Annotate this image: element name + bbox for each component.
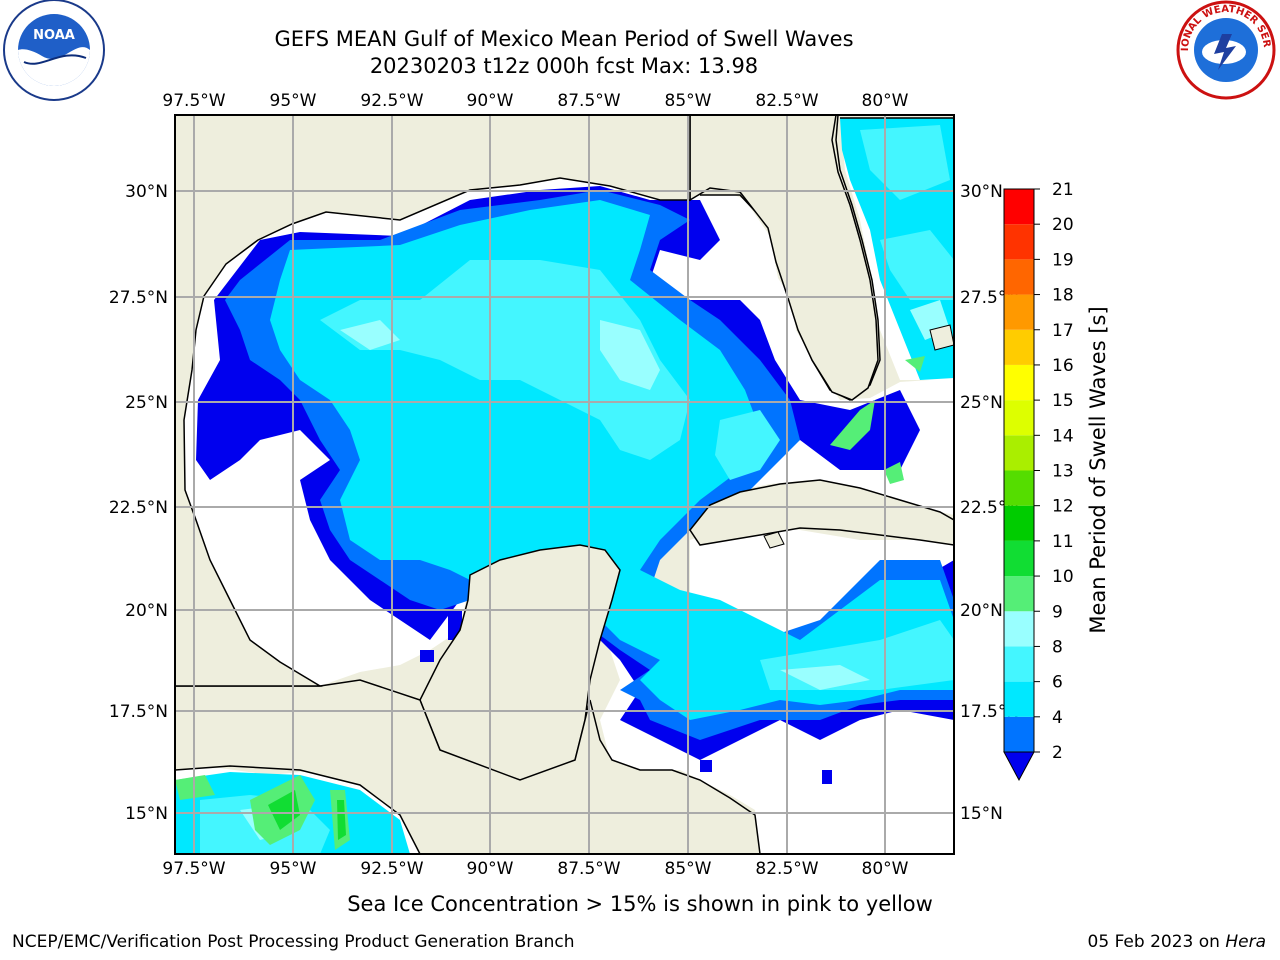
colorbar-segment (1004, 189, 1034, 225)
cuba-land (689, 479, 954, 546)
sea-ice-caption: Sea Ice Concentration > 15% is shown in … (347, 892, 933, 916)
colorbar-segment (1004, 224, 1034, 260)
lat-label: 20°N (125, 601, 168, 621)
lat-label: 22.5°N (109, 498, 168, 518)
footer-host: Hera (1225, 932, 1266, 952)
lat-labels-left: 30°N 27.5°N 25°N 22.5°N 20°N 17.5°N 15°N (109, 182, 168, 824)
colorbar-tick-label: 17 (1052, 321, 1074, 341)
graticule (175, 115, 954, 854)
colorbar-tick-label: 16 (1052, 356, 1074, 376)
colorbar-segment (1004, 611, 1034, 647)
colorbar-tick-label: 12 (1052, 497, 1074, 517)
colorbar-segment (1004, 716, 1034, 752)
lon-label: 87.5°W (557, 91, 620, 111)
colorbar-tick-label: 21 (1052, 180, 1074, 200)
colorbar-tick-label: 19 (1052, 250, 1074, 270)
map-figure: 97.5°W 95°W 92.5°W 90°W 87.5°W 85°W 82.5… (109, 91, 1110, 879)
colorbar-segment (1004, 505, 1034, 541)
colorbar-tick-labels: 2 4 6 8 9 10 11 12 13 14 15 16 17 18 19 20 21 (1034, 180, 1074, 763)
colorbar-segment (1004, 540, 1034, 577)
lon-label: 95°W (270, 859, 317, 879)
colorbar-segment (1004, 681, 1034, 717)
lat-label: 30°N (125, 182, 168, 202)
lat-label: 25°N (125, 393, 168, 413)
isla-de-la-juventud (763, 531, 785, 549)
chart-title: GEFS MEAN Gulf of Mexico Mean Period of … (274, 27, 854, 51)
footer-credit: NCEP/EMC/Verification Post Processing Pr… (12, 932, 575, 952)
lon-label: 97.5°W (162, 859, 225, 879)
map-frame (174, 114, 955, 855)
colorbar-tick-label: 18 (1052, 286, 1074, 306)
colorbar-segment (1004, 576, 1034, 612)
colorbar (1003, 188, 1035, 782)
florida-peninsula (689, 115, 879, 401)
colorbar-tick-label: 15 (1052, 391, 1074, 411)
lat-label: 27.5°N (109, 288, 168, 308)
colorbar-tick-label: 14 (1052, 426, 1074, 446)
lon-label: 82.5°W (755, 91, 818, 111)
lat-label: 25°N (960, 393, 1003, 413)
lon-label: 80°W (862, 91, 909, 111)
lon-label: 85°W (665, 91, 712, 111)
lon-label: 92.5°W (360, 91, 423, 111)
colorbar-segment (1004, 470, 1034, 506)
colorbar-extend-min (1003, 751, 1035, 782)
lon-label: 80°W (862, 859, 909, 879)
noaa-logo: NOAA (3, 0, 105, 101)
colorbar-tick-label: 11 (1052, 532, 1074, 552)
lon-labels-top: 97.5°W 95°W 92.5°W 90°W 87.5°W 85°W 82.5… (162, 91, 908, 111)
colorbar-tick-label: 10 (1052, 567, 1074, 587)
colorbar-segment (1004, 364, 1034, 401)
footer-date: 05 Feb 2023 on Hera (1088, 932, 1266, 952)
lat-label: 30°N (960, 182, 1003, 202)
lat-label: 17.5°N (109, 702, 168, 722)
lon-label: 95°W (270, 91, 317, 111)
colorbar-segment (1004, 646, 1034, 682)
lon-label: 90°W (467, 859, 514, 879)
colorbar-tick-label: 8 (1052, 637, 1063, 657)
lon-label: 97.5°W (162, 91, 225, 111)
colorbar-tick-label: 9 (1052, 602, 1063, 622)
colorbar-segment (1004, 259, 1034, 295)
lon-label: 85°W (665, 859, 712, 879)
colorbar-tick-label: 20 (1052, 215, 1074, 235)
lat-label: 20°N (960, 601, 1003, 621)
colorbar-label: Mean Period of Swell Waves [s] (1086, 306, 1110, 633)
footer-date-text: 05 Feb 2023 on (1087, 932, 1226, 952)
lon-label: 90°W (467, 91, 514, 111)
colorbar-tick-label: 13 (1052, 462, 1074, 482)
mexico-land (175, 115, 691, 687)
lat-label: 15°N (960, 804, 1003, 824)
lon-labels-bottom: 97.5°W 95°W 92.5°W 90°W 87.5°W 85°W 82.5… (162, 859, 908, 879)
noaa-logo-text: NOAA (33, 28, 75, 43)
colorbar-segment (1004, 400, 1034, 436)
lon-label: 92.5°W (360, 859, 423, 879)
lon-label: 87.5°W (557, 859, 620, 879)
colorbar-segment (1004, 294, 1034, 330)
lat-label: 15°N (125, 804, 168, 824)
colorbar-segment (1004, 329, 1034, 365)
colorbar-tick-label: 2 (1052, 743, 1063, 763)
chart-subtitle: 20230203 t12z 000h fcst Max: 13.98 (369, 54, 759, 78)
colorbar-tick-label: 6 (1052, 673, 1063, 693)
colorbar-segment (1004, 435, 1034, 471)
central-america-land (175, 679, 761, 854)
nws-logo: NATIONAL WEATHER SERVICE (1174, 0, 1276, 100)
lon-label: 82.5°W (755, 859, 818, 879)
colorbar-tick-label: 4 (1052, 708, 1063, 728)
bahamas-land (929, 324, 954, 351)
